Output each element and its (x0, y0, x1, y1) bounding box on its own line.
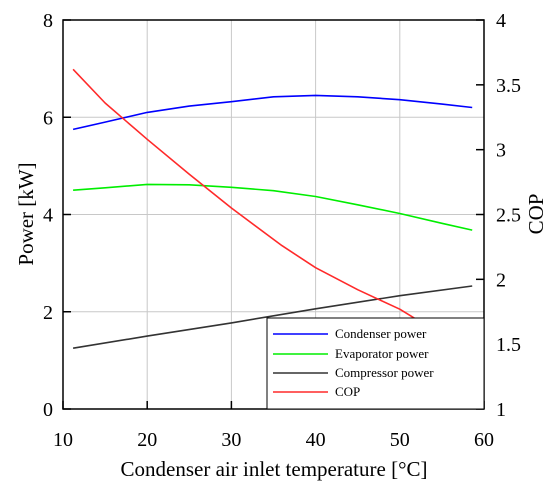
grid (63, 20, 484, 409)
x-tick-label: 40 (306, 429, 326, 451)
x-tick-label: 30 (221, 429, 241, 451)
legend-box (266, 317, 485, 410)
series-lines (72, 68, 473, 349)
x-tick-label: 20 (137, 429, 157, 451)
y2-tick-label: 3 (496, 140, 506, 162)
y-tick-label: 2 (43, 302, 53, 324)
legend-label-cop: COP (335, 384, 360, 399)
series-line-cop (72, 68, 422, 323)
y-tick-label: 8 (43, 10, 53, 32)
x-tick-label: 50 (390, 429, 410, 451)
legend: Condenser power Evaporator power Compres… (266, 317, 485, 410)
y-tick-label: 6 (43, 107, 53, 129)
y2-tick-label: 2.5 (496, 205, 521, 227)
y2-tick-label: 1.5 (496, 334, 521, 356)
legend-label-condenser-power: Condenser power (335, 326, 427, 341)
y2-tick-label: 1 (496, 399, 506, 421)
x-tick-label: 60 (474, 429, 494, 451)
y2-tick-label: 3.5 (496, 75, 521, 97)
x-axis-title: Condenser air inlet temperature [°C] (121, 457, 428, 481)
y2-tick-label: 4 (496, 10, 506, 32)
series-line-compressor-power (72, 285, 473, 349)
legend-label-compressor-power: Compressor power (335, 365, 434, 380)
y-tick-label: 4 (43, 205, 53, 227)
y-tick-label: 0 (43, 399, 53, 421)
y2-tick-label: 2 (496, 269, 506, 291)
series-line-condenser-power (72, 94, 473, 131)
legend-label-evaporator-power: Evaporator power (335, 346, 429, 361)
y2-axis-title: COP (524, 194, 548, 235)
x-tick-label: 10 (53, 429, 73, 451)
series-line-evaporator-power (73, 183, 473, 231)
y-axis-title: Power [kW] (14, 162, 38, 265)
